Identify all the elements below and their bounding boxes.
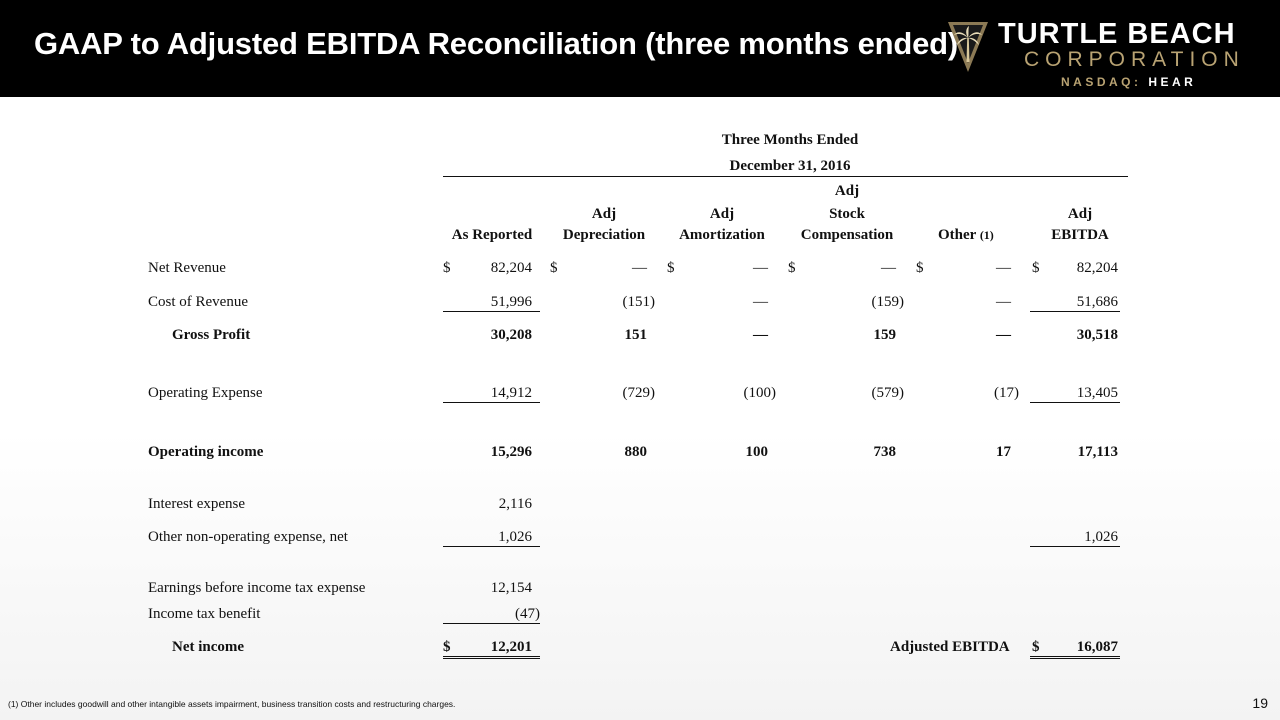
cell-cost-of-revenue-amort: — bbox=[753, 294, 768, 310]
col-head-as-reported: As Reported bbox=[451, 227, 533, 243]
logo-subtitle: CORPORATION bbox=[1024, 48, 1245, 71]
cell-cost-of-revenue-other: — bbox=[996, 294, 1011, 310]
adjusted-ebitda-value: 16,087 bbox=[1076, 639, 1118, 655]
cell-cost-of-revenue-stock: (159) bbox=[871, 294, 905, 310]
currency-symbol: $ bbox=[443, 639, 451, 655]
row-label-operating-expense: Operating Expense bbox=[148, 385, 263, 401]
col-head-stock-2: Stock bbox=[829, 206, 865, 222]
col-head-dep-2: Depreciation bbox=[562, 227, 646, 243]
row-label-ebt: Earnings before income tax expense bbox=[148, 580, 366, 596]
row-label-cost-of-revenue: Cost of Revenue bbox=[148, 294, 248, 310]
page-number: 19 bbox=[1252, 695, 1268, 711]
col-head-ebitda-1: Adj bbox=[1067, 206, 1093, 222]
subtotal-rule bbox=[1030, 546, 1120, 547]
subtotal-rule bbox=[443, 311, 540, 312]
col-head-other-label: Other bbox=[938, 227, 977, 243]
cell-gross-profit-reported: 30,208 bbox=[490, 327, 532, 343]
cell-net-income-reported: 12,201 bbox=[490, 639, 532, 655]
col-head-amort-1: Adj bbox=[709, 206, 735, 222]
cell-ebt-reported: 12,154 bbox=[490, 580, 532, 596]
cell-operating-income-amort: 100 bbox=[745, 444, 769, 460]
row-label-operating-income: Operating income bbox=[148, 444, 264, 460]
cell-gross-profit-other: — bbox=[996, 327, 1011, 343]
currency-symbol: $ bbox=[667, 260, 675, 276]
cell-cost-of-revenue-dep: (151) bbox=[622, 294, 656, 310]
total-double-rule bbox=[1030, 656, 1120, 659]
currency-symbol: $ bbox=[443, 260, 451, 276]
cell-gross-profit-amort: — bbox=[753, 327, 768, 343]
col-head-stock-1: Adj bbox=[834, 183, 860, 199]
currency-symbol: $ bbox=[916, 260, 924, 276]
cell-interest-expense-reported: 2,116 bbox=[498, 496, 532, 512]
row-label-net-revenue: Net Revenue bbox=[148, 260, 226, 276]
logo-symbol: HEAR bbox=[1148, 75, 1197, 89]
cell-operating-income-reported: 15,296 bbox=[490, 444, 532, 460]
cell-operating-income-ebitda: 17,113 bbox=[1077, 444, 1118, 460]
cell-gross-profit-stock: 159 bbox=[873, 327, 897, 343]
header-bar: GAAP to Adjusted EBITDA Reconciliation (… bbox=[0, 0, 1280, 97]
cell-net-revenue-stock: — bbox=[881, 260, 896, 276]
row-label-gross-profit: Gross Profit bbox=[172, 327, 251, 343]
cell-net-revenue-ebitda: 82,204 bbox=[1076, 260, 1118, 276]
cell-income-tax-reported: (47) bbox=[515, 606, 540, 622]
adjusted-ebitda-label: Adjusted EBITDA bbox=[890, 639, 1010, 655]
cell-net-revenue-amort: — bbox=[753, 260, 768, 276]
cell-operating-expense-ebitda: 13,405 bbox=[1076, 385, 1118, 401]
currency-symbol: $ bbox=[1032, 639, 1040, 655]
company-logo: TURTLE BEACH CORPORATION NASDAQ: HEAR bbox=[940, 12, 1270, 92]
palm-tree-icon bbox=[948, 22, 988, 72]
col-head-other-note: (1) bbox=[979, 228, 994, 242]
cell-net-revenue-other: — bbox=[996, 260, 1011, 276]
cell-operating-expense-other: (17) bbox=[994, 385, 1019, 401]
row-label-income-tax: Income tax benefit bbox=[148, 606, 261, 622]
col-head-ebitda-2: EBITDA bbox=[1051, 227, 1109, 243]
col-head-stock-3: Compensation bbox=[800, 227, 894, 243]
page-title: GAAP to Adjusted EBITDA Reconciliation (… bbox=[34, 26, 958, 61]
cell-other-nonop-reported: 1,026 bbox=[498, 529, 532, 545]
cell-cost-of-revenue-reported: 51,996 bbox=[490, 294, 532, 310]
total-double-rule bbox=[443, 656, 540, 659]
subtotal-rule bbox=[443, 402, 540, 403]
period-heading-line1: Three Months Ended bbox=[721, 132, 859, 148]
currency-symbol: $ bbox=[550, 260, 558, 276]
cell-gross-profit-ebitda: 30,518 bbox=[1076, 327, 1118, 343]
cell-operating-income-other: 17 bbox=[996, 444, 1011, 460]
col-head-dep-1: Adj bbox=[591, 206, 617, 222]
subtotal-rule bbox=[443, 623, 540, 624]
currency-symbol: $ bbox=[1032, 260, 1040, 276]
cell-net-revenue-dep: — bbox=[632, 260, 647, 276]
logo-exchange: NASDAQ: bbox=[1061, 75, 1142, 89]
cell-operating-expense-amort: (100) bbox=[743, 385, 777, 401]
cell-operating-income-dep: 880 bbox=[624, 444, 648, 460]
row-label-other-nonop: Other non-operating expense, net bbox=[148, 529, 348, 545]
currency-symbol: $ bbox=[788, 260, 796, 276]
row-label-interest-expense: Interest expense bbox=[148, 496, 246, 512]
subtotal-rule bbox=[1030, 311, 1120, 312]
cell-operating-income-stock: 738 bbox=[873, 444, 897, 460]
row-label-net-income: Net income bbox=[172, 639, 245, 655]
logo-name: TURTLE BEACH bbox=[998, 18, 1236, 50]
cell-other-nonop-ebitda: 1,026 bbox=[1084, 529, 1118, 545]
period-heading-line2: December 31, 2016 bbox=[729, 158, 851, 174]
cell-operating-expense-stock: (579) bbox=[871, 385, 905, 401]
cell-net-revenue-reported: 82,204 bbox=[490, 260, 532, 276]
subtotal-rule bbox=[1030, 402, 1120, 403]
footnote: (1) Other includes goodwill and other in… bbox=[8, 699, 456, 709]
logo-ticker: NASDAQ: HEAR bbox=[1061, 75, 1196, 89]
col-head-other: Other (1) bbox=[938, 226, 994, 244]
header-rule bbox=[443, 176, 1128, 177]
cell-operating-expense-reported: 14,912 bbox=[490, 385, 532, 401]
cell-gross-profit-dep: 151 bbox=[624, 327, 648, 343]
cell-cost-of-revenue-ebitda: 51,686 bbox=[1076, 294, 1118, 310]
cell-operating-expense-dep: (729) bbox=[622, 385, 656, 401]
subtotal-rule bbox=[443, 546, 540, 547]
col-head-amort-2: Amortization bbox=[679, 227, 765, 243]
